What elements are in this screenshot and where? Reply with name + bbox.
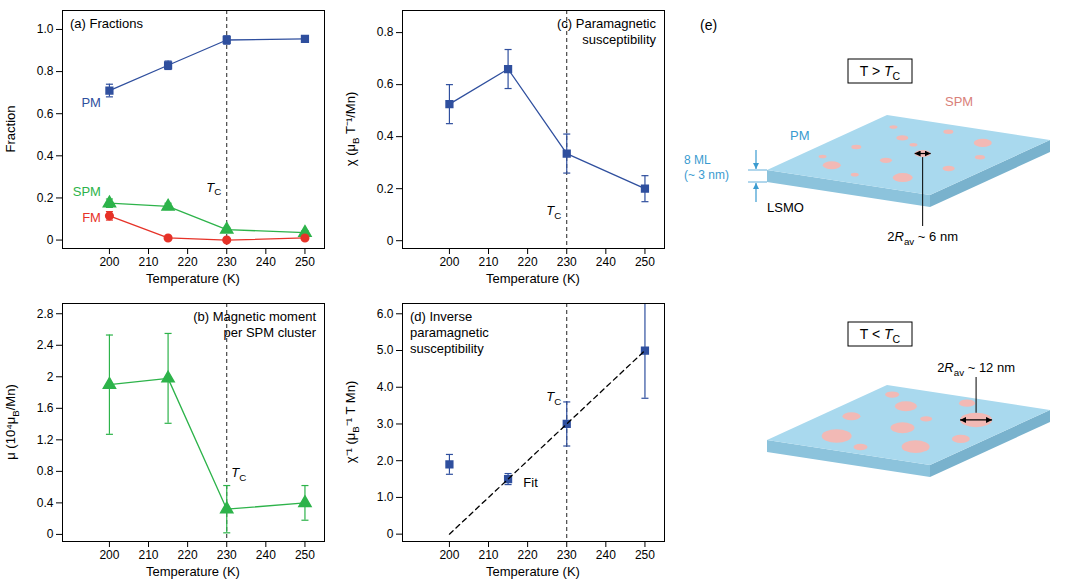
svg-text:210: 210: [139, 255, 159, 269]
svg-text:240: 240: [596, 255, 616, 269]
svg-text:0.6: 0.6: [377, 77, 394, 91]
svg-text:χ⁻¹ (μB⁻¹ T Mn): χ⁻¹ (μB⁻¹ T Mn): [343, 381, 361, 464]
svg-text:3.0: 3.0: [377, 417, 394, 431]
svg-text:susceptibility: susceptibility: [582, 32, 656, 47]
svg-text:250: 250: [295, 255, 315, 269]
svg-text:0.6: 0.6: [37, 107, 54, 121]
svg-text:0.4: 0.4: [37, 149, 54, 163]
svg-text:4.0: 4.0: [377, 380, 394, 394]
svg-text:0: 0: [387, 527, 394, 541]
svg-text:μ (10⁴μB/Mn): μ (10⁴μB/Mn): [3, 384, 21, 460]
svg-text:(~ 3 nm): (~ 3 nm): [684, 168, 729, 182]
svg-text:230: 230: [557, 255, 577, 269]
svg-text:8 ML: 8 ML: [684, 153, 711, 167]
svg-text:220: 220: [178, 255, 198, 269]
svg-text:susceptibility: susceptibility: [410, 341, 484, 356]
svg-text:210: 210: [139, 548, 159, 562]
svg-text:0: 0: [47, 527, 54, 541]
svg-text:230: 230: [217, 548, 237, 562]
svg-text:FM: FM: [82, 210, 101, 225]
svg-text:220: 220: [518, 255, 538, 269]
svg-text:230: 230: [217, 255, 237, 269]
svg-text:1.2: 1.2: [37, 433, 54, 447]
svg-text:Temperature (K): Temperature (K): [146, 564, 240, 579]
svg-text:220: 220: [518, 548, 538, 562]
svg-text:2: 2: [47, 370, 54, 384]
svg-text:250: 250: [295, 548, 315, 562]
svg-text:SPM: SPM: [945, 94, 973, 109]
svg-text:2Rav ~ 12 nm: 2Rav ~ 12 nm: [937, 360, 1015, 378]
svg-text:TC: TC: [206, 180, 221, 197]
svg-text:0.8: 0.8: [37, 64, 54, 78]
svg-text:T > TC: T > TC: [860, 63, 901, 82]
svg-text:PM: PM: [790, 128, 810, 143]
svg-text:210: 210: [479, 548, 499, 562]
svg-text:200: 200: [439, 548, 459, 562]
svg-text:χ (μB T⁻¹/Mn): χ (μB T⁻¹/Mn): [343, 92, 361, 166]
svg-text:(e): (e): [700, 17, 717, 33]
svg-text:0.4: 0.4: [37, 496, 54, 510]
svg-text:240: 240: [596, 548, 616, 562]
svg-text:1.0: 1.0: [377, 490, 394, 504]
svg-text:2Rav ~ 6 nm: 2Rav ~ 6 nm: [887, 229, 958, 247]
svg-text:240: 240: [256, 255, 276, 269]
svg-text:Fraction: Fraction: [3, 106, 18, 153]
svg-text:per SPM cluster: per SPM cluster: [224, 325, 317, 340]
svg-text:250: 250: [635, 548, 655, 562]
svg-text:5.0: 5.0: [377, 343, 394, 357]
svg-text:220: 220: [178, 548, 198, 562]
svg-text:Temperature (K): Temperature (K): [146, 271, 240, 286]
svg-text:(c) Paramagnetic: (c) Paramagnetic: [557, 16, 656, 31]
svg-text:Temperature (K): Temperature (K): [486, 271, 580, 286]
svg-text:230: 230: [557, 548, 577, 562]
svg-text:6.0: 6.0: [377, 307, 394, 321]
svg-text:0.2: 0.2: [377, 182, 394, 196]
svg-text:Fit: Fit: [523, 475, 538, 490]
svg-text:(a) Fractions: (a) Fractions: [70, 16, 143, 31]
svg-text:200: 200: [439, 255, 459, 269]
svg-text:0.8: 0.8: [37, 464, 54, 478]
svg-text:TC: TC: [546, 390, 561, 407]
svg-text:210: 210: [479, 255, 499, 269]
svg-text:0: 0: [47, 233, 54, 247]
svg-text:Temperature (K): Temperature (K): [486, 564, 580, 579]
svg-text:0.8: 0.8: [377, 25, 394, 39]
svg-text:(d) Inverse: (d) Inverse: [410, 309, 472, 324]
svg-text:T < TC: T < TC: [860, 326, 901, 345]
svg-text:0: 0: [387, 234, 394, 248]
svg-text:1.6: 1.6: [37, 401, 54, 415]
svg-text:200: 200: [99, 255, 119, 269]
svg-text:2.4: 2.4: [37, 338, 54, 352]
svg-text:(b) Magnetic moment: (b) Magnetic moment: [193, 309, 316, 324]
svg-text:LSMO: LSMO: [767, 200, 804, 215]
svg-text:250: 250: [635, 255, 655, 269]
svg-text:paramagnetic: paramagnetic: [410, 325, 489, 340]
svg-text:TC: TC: [546, 204, 561, 221]
svg-text:2.8: 2.8: [37, 307, 54, 321]
svg-text:240: 240: [256, 548, 276, 562]
svg-text:2.0: 2.0: [377, 454, 394, 468]
svg-text:SPM: SPM: [73, 184, 101, 199]
svg-text:0.4: 0.4: [377, 129, 394, 143]
svg-text:TC: TC: [231, 466, 246, 483]
svg-text:0.2: 0.2: [37, 191, 54, 205]
svg-text:200: 200: [99, 548, 119, 562]
svg-text:PM: PM: [81, 95, 101, 110]
svg-text:1.0: 1.0: [37, 22, 54, 36]
